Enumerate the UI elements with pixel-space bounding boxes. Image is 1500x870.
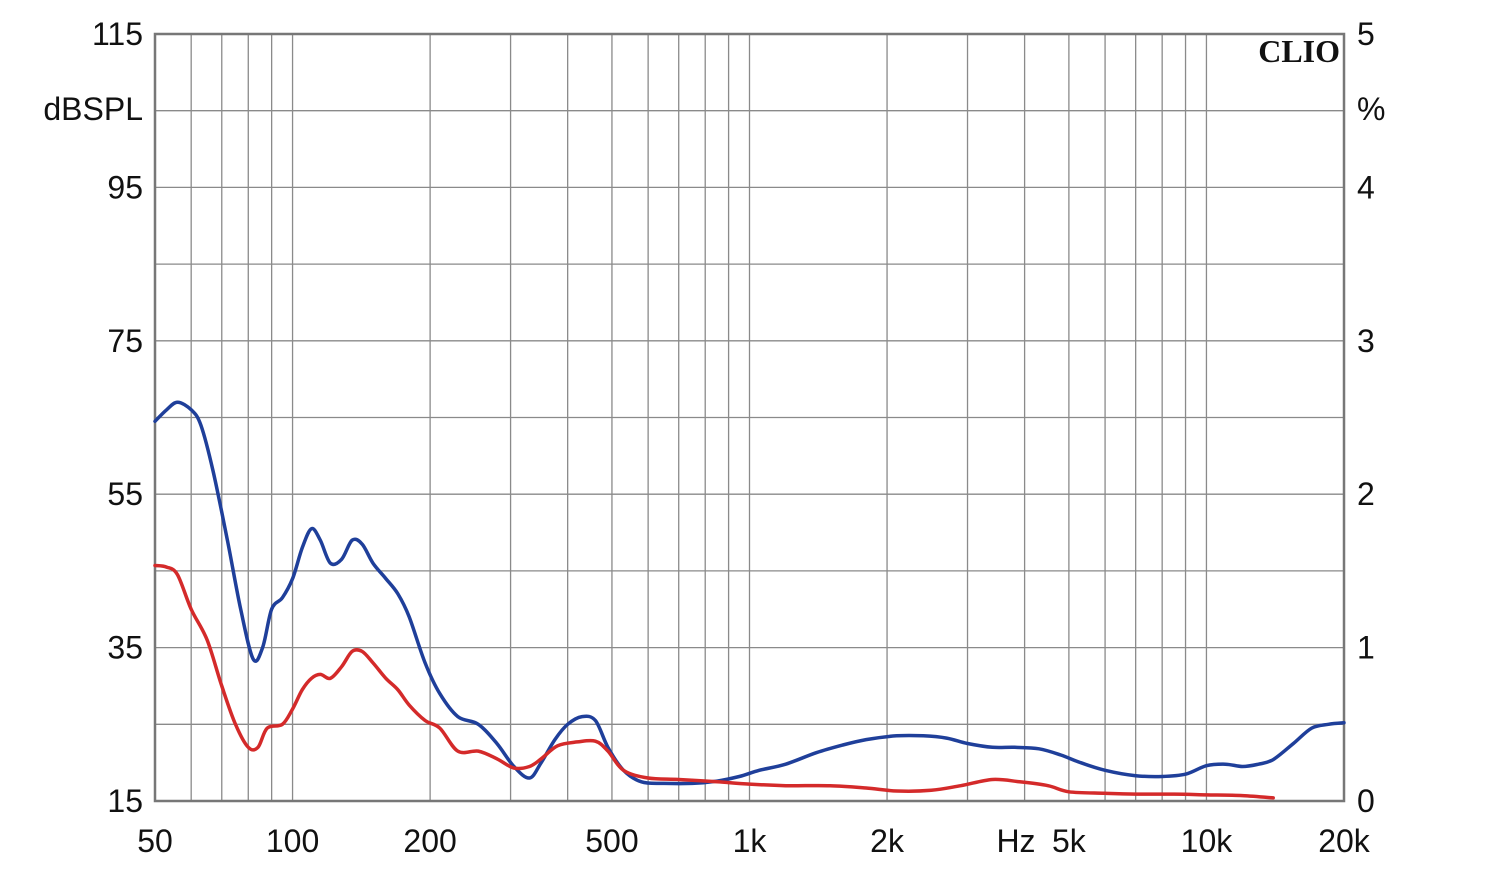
left-y-tick-label: 95 [107,169,143,205]
x-tick-label: 1k [733,823,768,859]
right-y-tick-label: 1 [1357,630,1375,666]
x-axis-unit-label: Hz [996,823,1035,859]
x-tick-label: 2k [870,823,905,859]
right-y-tick-label: 3 [1357,323,1375,359]
left-y-tick-label: 55 [107,476,143,512]
x-tick-label: 200 [403,823,456,859]
right-y-tick-label: 0 [1357,783,1375,819]
series-layer [153,400,1346,800]
left-y-tick-label: 75 [107,323,143,359]
x-tick-label: 100 [266,823,319,859]
left-y-tick-label: 115 [92,16,143,52]
left-axis-unit-label: dBSPL [43,91,143,127]
plot-frame [153,32,1346,803]
axis-labels: 50 100 200 500 1k 2k 5k 10k 20k 115 95 75 55 35 15 5 4 3 2… [92,16,1375,859]
x-tick-label: 20k [1318,823,1371,859]
series-line-red [153,563,1275,800]
right-y-tick-label: 2 [1357,476,1375,512]
x-tick-label: 50 [137,823,173,859]
x-tick-label: 500 [585,823,638,859]
right-y-tick-label: 5 [1357,16,1375,52]
left-y-tick-label: 15 [107,783,143,819]
left-y-tick-label: 35 [107,630,143,666]
x-tick-label: 5k [1052,823,1087,859]
grid-lines [155,34,1344,801]
clio-brand-logo: CLIO [1258,33,1340,69]
right-axis-unit-label: % [1357,91,1385,127]
series-line-blue [153,400,1346,786]
x-tick-label: 10k [1181,823,1234,859]
right-y-tick-label: 4 [1357,169,1375,205]
